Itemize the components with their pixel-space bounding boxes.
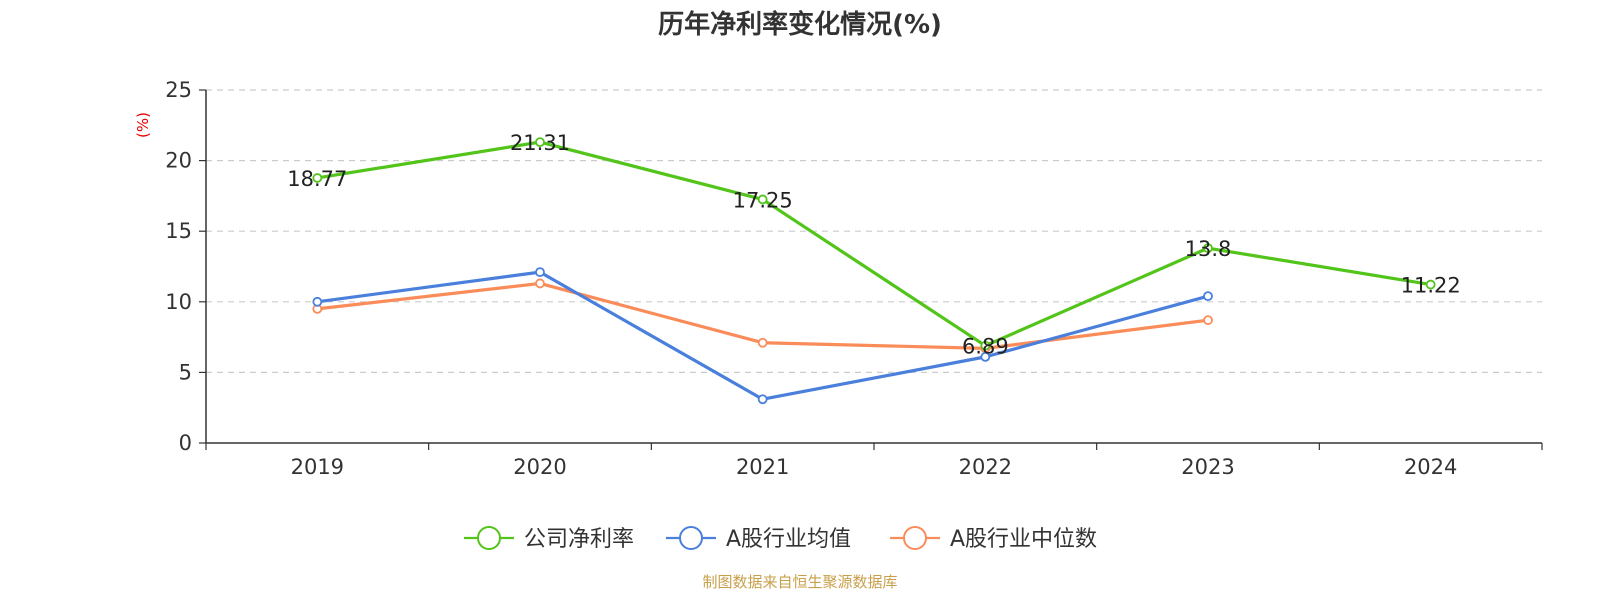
- legend-item[interactable]: A股行业均值: [666, 526, 851, 552]
- data-point[interactable]: [1425, 279, 1436, 290]
- data-point[interactable]: [312, 296, 323, 307]
- data-label: 13.8: [1185, 237, 1232, 261]
- x-tick-label: 2022: [959, 455, 1012, 479]
- y-tick-label: 10: [165, 290, 192, 314]
- y-axis-unit-label: (%): [134, 112, 152, 138]
- legend: 公司净利率 A股行业均值 A股行业中位数: [464, 526, 1097, 552]
- y-tick-label: 0: [179, 431, 192, 455]
- data-point[interactable]: [1203, 243, 1213, 254]
- axes: 0 5 10 15 20 25 2019 2020 2021 2022 2023 2024: [165, 78, 1543, 479]
- x-tick-label: 2023: [1181, 455, 1234, 479]
- chart-title: 历年净利率变化情况(%): [658, 9, 942, 40]
- series-lines: [312, 137, 1436, 405]
- data-label: 21.31: [510, 131, 570, 155]
- legend-marker-icon: [903, 526, 927, 550]
- legend-item[interactable]: 公司净利率: [464, 526, 634, 552]
- data-labels: 18.77 21.31 17.25 6.89 13.8 11.22: [287, 131, 1460, 359]
- data-point[interactable]: [757, 337, 768, 348]
- data-point[interactable]: [757, 194, 768, 205]
- x-tick-label: 2024: [1404, 455, 1457, 479]
- data-point[interactable]: [980, 351, 991, 362]
- data-label: 6.89: [962, 335, 1009, 359]
- series-line: [315, 140, 1433, 348]
- legend-marker-icon: [477, 526, 501, 550]
- legend-item[interactable]: A股行业中位数: [890, 526, 1097, 552]
- y-tick-label: 15: [165, 219, 192, 243]
- data-point[interactable]: [535, 278, 545, 289]
- y-tick-label: 25: [165, 78, 192, 102]
- legend-label: A股行业均值: [726, 527, 851, 552]
- x-tick-label: 2019: [291, 455, 344, 479]
- x-tick-label: 2020: [513, 455, 566, 479]
- data-point[interactable]: [980, 340, 991, 351]
- data-label: 11.22: [1401, 274, 1461, 298]
- data-point[interactable]: [535, 137, 545, 148]
- gridlines: [206, 89, 1542, 373]
- legend-label: A股行业中位数: [950, 527, 1097, 552]
- y-tick-label: 20: [165, 149, 192, 173]
- data-point[interactable]: [312, 173, 323, 183]
- x-tick-label: 2021: [736, 455, 789, 479]
- data-label: 18.77: [287, 167, 347, 191]
- data-point[interactable]: [1203, 291, 1213, 302]
- source-note: 制图数据来自恒生聚源数据库: [702, 573, 897, 591]
- data-point[interactable]: [757, 394, 768, 405]
- data-label: 17.25: [733, 188, 793, 212]
- data-point[interactable]: [535, 267, 545, 278]
- legend-marker-icon: [679, 526, 703, 550]
- y-tick-label: 5: [179, 360, 192, 384]
- data-point[interactable]: [1203, 315, 1213, 326]
- legend-label: 公司净利率: [524, 527, 634, 552]
